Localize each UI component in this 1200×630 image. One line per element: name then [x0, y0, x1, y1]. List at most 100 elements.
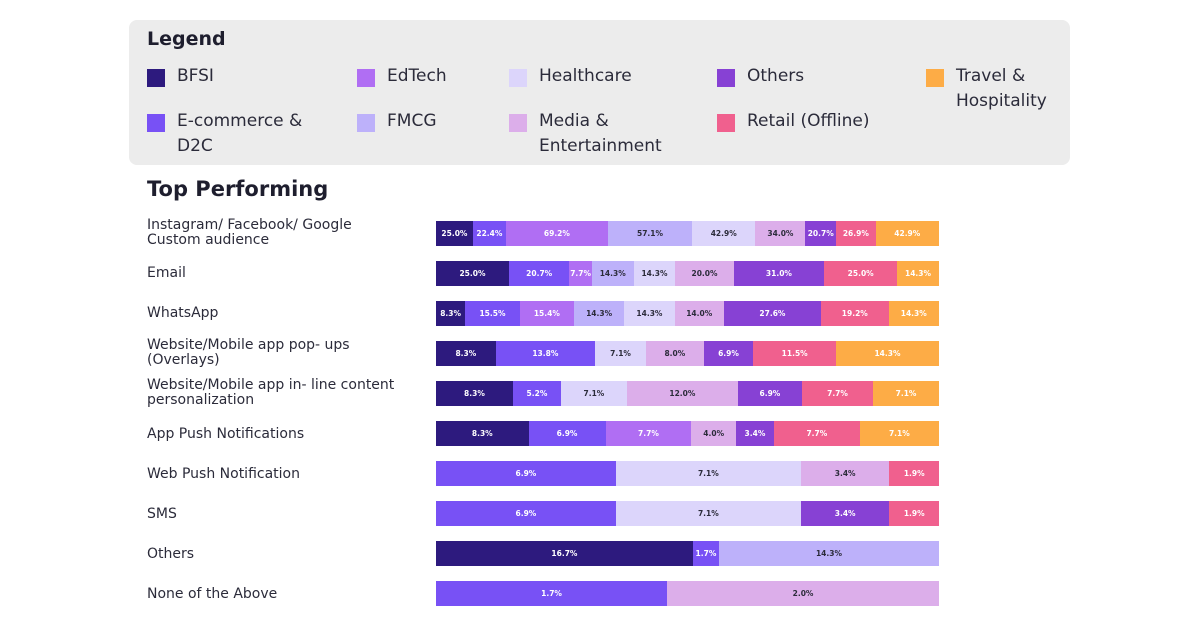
bar-row: 25.0% 20.7% 7.7% 14.3% 14.3% 20.0% 31.0% 25.0% 1… — [436, 261, 939, 286]
row-label-others: Others — [147, 546, 195, 562]
legend-title: Legend — [147, 28, 226, 50]
bar-segment-ecommerce: 1.7% — [692, 541, 720, 566]
legend-swatch-healthcare — [509, 69, 527, 87]
bar-row: 25.0% 22.4% 69.2% 57.1% 42.9% 34.0% 20.7% 26.9%… — [436, 221, 939, 246]
bar-segment-media: 8.0% — [646, 341, 704, 366]
bar-segment-ecommerce: 1.7% — [436, 581, 668, 606]
bar-segment-travel: 7.1% — [873, 381, 939, 406]
bar-segment-others: 6.9% — [737, 381, 802, 406]
bar-segment-others: 6.9% — [703, 341, 754, 366]
bar-segment-retail: 1.9% — [889, 461, 939, 486]
bar-segment-edtech: 7.7% — [605, 421, 692, 446]
row-label-email: Email — [147, 265, 186, 281]
bar-segment-retail: 25.0% — [824, 261, 898, 286]
legend-swatch-retail — [717, 114, 735, 132]
bar-segment-others: 3.4% — [800, 501, 890, 526]
bar-row: 6.9% 7.1% 3.4% 1.9% — [436, 461, 939, 486]
bar-segment-others: 27.6% — [723, 301, 822, 326]
legend-label-others: Others — [747, 66, 805, 86]
chart-title: Top Performing — [147, 177, 329, 201]
bar-row: 1.7% 2.0% — [436, 581, 939, 606]
bar-segment-retail: 7.7% — [801, 381, 874, 406]
bar-segment-media: 2.0% — [667, 581, 939, 606]
bar-segment-ecommerce: 13.8% — [495, 341, 596, 366]
bar-row: 8.3% 13.8% 7.1% 8.0% 6.9% 11.5% 14.3% — [436, 341, 939, 366]
bar-segment-ecommerce: 22.4% — [472, 221, 506, 246]
row-label-app-push: App Push Notifications — [147, 426, 305, 442]
legend-item-others: Others — [717, 66, 917, 89]
bar-segment-travel: 42.9% — [875, 221, 939, 246]
legend-item-healthcare: Healthcare — [509, 66, 709, 89]
bar-segment-bfsi: 25.0% — [436, 221, 473, 246]
bar-segment-healthcare: 14.3% — [633, 261, 676, 286]
legend-label-media: Media & Entertainment — [539, 111, 662, 156]
row-label-popups: Website/Mobile app pop- ups (Overlays) — [147, 337, 350, 368]
legend-swatch-ecommerce — [147, 114, 165, 132]
bar-segment-others: 31.0% — [733, 261, 825, 286]
row-label-web-push: Web Push Notification — [147, 466, 300, 482]
bar-segment-retail: 11.5% — [753, 341, 837, 366]
bar-segment-healthcare: 7.1% — [561, 381, 627, 406]
bar-segment-ecommerce: 6.9% — [436, 501, 616, 526]
legend-item-fmcg: FMCG — [357, 111, 517, 134]
bar-segment-travel: 14.3% — [888, 301, 939, 326]
legend-label-retail: Retail (Offline) — [747, 111, 870, 131]
legend-panel — [129, 20, 1070, 165]
legend-item-ecommerce: E-commerce & D2C — [147, 111, 312, 159]
row-label-sms: SMS — [147, 506, 177, 522]
bar-segment-bfsi: 16.7% — [436, 541, 693, 566]
bar-segment-travel: 14.3% — [836, 341, 939, 366]
bar-segment-media: 34.0% — [755, 221, 806, 246]
bar-segment-retail: 7.7% — [773, 421, 860, 446]
bar-segment-travel: 14.3% — [897, 261, 939, 286]
bar-segment-media: 3.4% — [800, 461, 890, 486]
legend-swatch-others — [717, 69, 735, 87]
bar-segment-others: 3.4% — [736, 421, 774, 446]
bar-segment-travel: 7.1% — [859, 421, 939, 446]
bar-segment-bfsi: 8.3% — [436, 421, 529, 446]
legend-item-travel: Travel & Hospitality — [926, 66, 1068, 114]
bar-segment-media: 14.0% — [674, 301, 724, 326]
legend-swatch-media — [509, 114, 527, 132]
legend-label-bfsi: BFSI — [177, 66, 214, 86]
bar-segment-healthcare: 7.1% — [595, 341, 647, 366]
bar-row: 8.3% 5.2% 7.1% 12.0% 6.9% 7.7% 7.1% — [436, 381, 939, 406]
bar-segment-ecommerce: 20.7% — [508, 261, 570, 286]
bar-segment-retail: 19.2% — [821, 301, 889, 326]
legend-swatch-travel — [926, 69, 944, 87]
legend-label-healthcare: Healthcare — [539, 66, 632, 86]
legend-swatch-fmcg — [357, 114, 375, 132]
legend-item-bfsi: BFSI — [147, 66, 347, 89]
bar-segment-ecommerce: 6.9% — [528, 421, 606, 446]
row-label-none: None of the Above — [147, 586, 278, 602]
row-label-custom-audience: Instagram/ Facebook/ Google Custom audie… — [147, 217, 352, 248]
bar-row: 8.3% 6.9% 7.7% 4.0% 3.4% 7.7% 7.1% — [436, 421, 939, 446]
bar-segment-ecommerce: 15.5% — [465, 301, 520, 326]
legend-label-travel: Travel & Hospitality — [956, 66, 1047, 111]
bar-segment-edtech: 15.4% — [519, 301, 574, 326]
bar-segment-ecommerce: 5.2% — [512, 381, 562, 406]
row-label-whatsapp: WhatsApp — [147, 305, 219, 321]
bar-segment-healthcare: 42.9% — [692, 221, 756, 246]
bar-segment-bfsi: 25.0% — [436, 261, 509, 286]
bar-segment-healthcare: 7.1% — [615, 461, 801, 486]
bar-segment-fmcg: 14.3% — [591, 261, 634, 286]
bar-row: 8.3% 15.5% 15.4% 14.3% 14.3% 14.0% 27.6% 19.2% 1… — [436, 301, 939, 326]
bar-segment-fmcg: 14.3% — [573, 301, 625, 326]
legend-swatch-edtech — [357, 69, 375, 87]
bar-segment-edtech: 69.2% — [505, 221, 608, 246]
bar-segment-retail: 1.9% — [889, 501, 939, 526]
bar-segment-edtech: 7.7% — [569, 261, 592, 286]
bar-segment-healthcare: 14.3% — [624, 301, 675, 326]
legend-swatch-bfsi — [147, 69, 165, 87]
bar-segment-bfsi: 8.3% — [436, 381, 513, 406]
bar-segment-fmcg: 57.1% — [607, 221, 693, 246]
bar-row: 16.7% 1.7% 14.3% — [436, 541, 939, 566]
legend-label-ecommerce: E-commerce & D2C — [177, 111, 303, 156]
bar-segment-fmcg: 14.3% — [719, 541, 939, 566]
bar-segment-bfsi: 8.3% — [436, 341, 496, 366]
bar-segment-media: 12.0% — [626, 381, 738, 406]
bar-segment-others: 20.7% — [805, 221, 836, 246]
bar-segment-media: 4.0% — [691, 421, 736, 446]
bar-segment-media: 20.0% — [675, 261, 734, 286]
